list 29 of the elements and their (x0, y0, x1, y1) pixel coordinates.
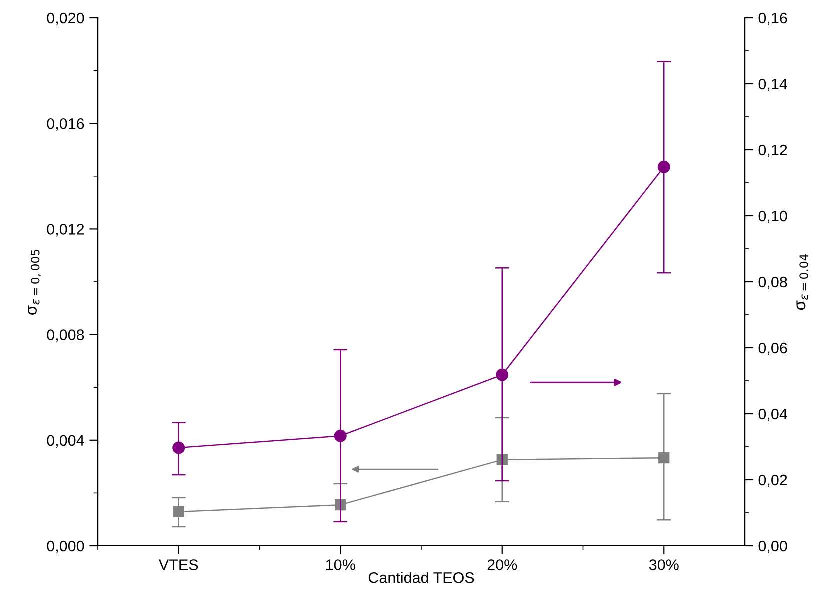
y-tick-label: 0,016 (47, 118, 84, 132)
y-tick-label: 0,020 (47, 12, 84, 26)
y2-tick-label: 0,16 (758, 12, 788, 26)
point (658, 160, 670, 174)
point (658, 452, 670, 464)
y2-axis-title: σ$_{ε=0.04}$ (796, 254, 808, 310)
y2-tick-label: 0,02 (758, 474, 788, 488)
y-axis-title: σ$_{ε=0,005}$ (28, 250, 41, 315)
point (496, 368, 509, 382)
y-tick-label: 0,000 (47, 540, 84, 554)
x-axis-title: Cantidad TEOS (368, 572, 474, 584)
x-tick-label: 20% (488, 560, 518, 570)
x-tick-label: 10% (326, 560, 356, 570)
y2-tick-label: 0,00 (758, 540, 788, 554)
y-tick-label: 0,008 (47, 330, 84, 342)
y2-tick-label: 0,10 (758, 210, 788, 224)
y2-tick-label: 0,14 (758, 78, 788, 92)
point (335, 500, 346, 511)
y2-tick-label: 0,12 (758, 144, 788, 158)
point (172, 442, 186, 454)
y2-tick-label: 0,06 (758, 342, 788, 356)
point (334, 430, 347, 442)
y2-tick-label: 0,08 (758, 276, 788, 290)
x-tick-label: VTES (158, 560, 198, 570)
y-tick-label: 0,012 (47, 224, 84, 237)
y-tick-label: 0,004 (47, 435, 84, 448)
point (173, 506, 184, 518)
y2-tick-label: 0,04 (758, 408, 788, 422)
x-tick-label: 30% (649, 560, 679, 570)
